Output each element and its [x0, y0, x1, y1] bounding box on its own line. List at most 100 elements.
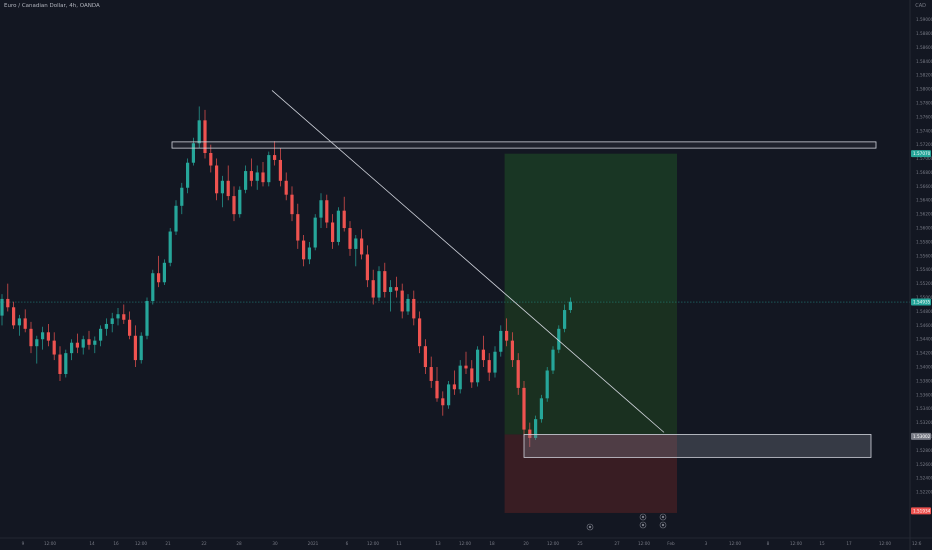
time-tick-label: 12:00 [790, 541, 802, 546]
candle-body [371, 280, 375, 298]
candle-body [499, 330, 503, 352]
time-tick-label: 12:00 [729, 541, 741, 546]
candle-body [139, 335, 143, 361]
candle-body [267, 155, 271, 183]
candle-body [342, 210, 346, 229]
price-tick-label: 1.52400 [916, 476, 932, 481]
price-tick-label: 1.56400 [916, 198, 932, 203]
candle-body [296, 214, 300, 241]
candle-body [481, 349, 485, 361]
candle-body [104, 323, 108, 329]
candle-body [510, 340, 514, 361]
candle-body [6, 298, 10, 308]
price-tick-label: 1.58000 [916, 87, 932, 92]
candle-body [365, 254, 369, 281]
candle-body [354, 238, 358, 249]
candle-body [255, 172, 259, 181]
time-tick-label: 20 [523, 541, 529, 546]
time-tick-label: 30 [272, 541, 278, 546]
price-tick-label: 1.53400 [916, 406, 932, 411]
candle-body [162, 262, 166, 283]
trendline [271, 90, 665, 433]
candle-body [203, 120, 207, 153]
support-zone [523, 434, 872, 458]
candle-body [528, 429, 532, 438]
candle-body [452, 384, 456, 390]
time-tick-label: Feb [667, 541, 675, 546]
candle-body [278, 159, 282, 181]
candle-body [516, 360, 520, 388]
candle-body [17, 318, 21, 326]
candle-body [394, 287, 398, 291]
candle-body [70, 342, 74, 354]
price-tick-label: 1.55200 [916, 281, 932, 286]
candle-body [128, 319, 132, 336]
candle-body [557, 328, 561, 350]
candle-body [563, 310, 567, 329]
candle-body [464, 365, 468, 369]
candle-body [99, 328, 103, 341]
price-tick-label: 1.54200 [916, 351, 932, 356]
earnings-marker-icon-dot [641, 515, 645, 519]
candle-body [418, 318, 422, 347]
price-tick-label: 1.58400 [916, 59, 932, 64]
price-tick-label: 1.58600 [916, 45, 932, 50]
currency-label[interactable]: CAD [915, 3, 926, 9]
bottom-price-tag: 1.51934 [913, 508, 931, 513]
candle-body [197, 120, 201, 144]
price-tick-label: 1.57600 [916, 114, 932, 119]
time-tick-label: 13 [435, 541, 441, 546]
candle-body [319, 200, 323, 218]
price-tick-label: 1.54800 [916, 309, 932, 314]
candle-body [412, 298, 416, 319]
candle-body [423, 346, 427, 368]
price-tick-label: 1.54000 [916, 365, 932, 370]
candle-body [174, 205, 178, 232]
time-tick-label: 12:00 [638, 541, 650, 546]
candle-body [29, 328, 33, 347]
candle-body [389, 287, 393, 292]
price-tick-label: 1.57200 [916, 142, 932, 147]
time-tick-label: 16 [113, 541, 119, 546]
price-tick-label: 1.55800 [916, 239, 932, 244]
candle-body [458, 365, 462, 390]
candle-body [429, 367, 433, 381]
time-tick-label: 12:00 [44, 541, 56, 546]
candle-body [186, 162, 190, 188]
time-tick-label: 12:00 [459, 541, 471, 546]
candle-body [0, 298, 4, 316]
candle-body [110, 318, 114, 324]
candle-body [191, 143, 195, 163]
candle-body [545, 370, 549, 399]
candle-body [244, 171, 248, 190]
candle-body [151, 273, 155, 302]
time-tick-label: 6 [346, 541, 349, 546]
price-tick-label: 1.54400 [916, 337, 932, 342]
candle-body [133, 335, 137, 361]
target-price-tag: 1.57070 [913, 151, 931, 156]
candle-body [284, 180, 288, 195]
candle-body [400, 290, 404, 312]
candle-body [261, 172, 265, 183]
bottom-price-tag-bg [911, 507, 931, 515]
candle-body [325, 200, 329, 223]
time-tick-label: 27 [614, 541, 620, 546]
symbol-title: Euro / Canadian Dollar, 4h, OANDA [4, 3, 100, 9]
current-price-tag: 1.54935 [913, 300, 931, 305]
current-price-tag-bg [911, 298, 931, 306]
loss-zone [504, 434, 677, 513]
dividend-marker-icon-dot [588, 525, 592, 529]
candle-body [273, 155, 277, 160]
candle-body [93, 340, 97, 345]
candle-body [145, 301, 149, 336]
price-tick-label: 1.57000 [916, 156, 932, 161]
price-tick-label: 1.57800 [916, 100, 932, 105]
stop-price-tag-bg [911, 432, 931, 440]
price-tick-label: 1.56600 [916, 184, 932, 189]
candle-body [534, 419, 538, 438]
candle-body [81, 339, 85, 348]
time-tick-label: 21 [165, 541, 171, 546]
